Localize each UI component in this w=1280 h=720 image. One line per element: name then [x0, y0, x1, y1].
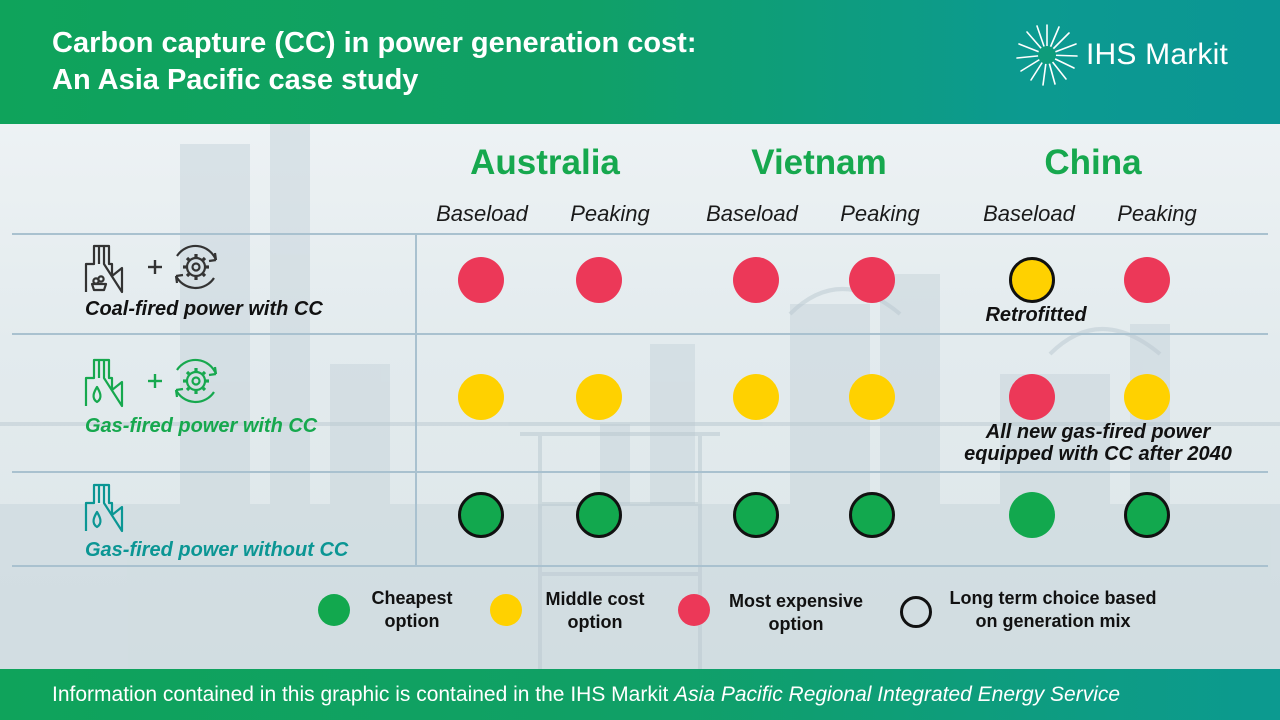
title-line-1: Carbon capture (CC) in power generation … [52, 27, 697, 59]
cost-dot-row1-australia-peaking [576, 257, 622, 303]
footer-band: Information contained in this graphic is… [0, 669, 1280, 720]
legend-label-middle: Middle cost option [545, 589, 645, 632]
col-china-baseload: Baseload [983, 201, 1075, 226]
col-vietnam-peaking: Peaking [840, 201, 920, 226]
cost-dot-row3-china-baseload [1009, 492, 1055, 538]
row-2-icons [84, 358, 218, 408]
cost-dot-row1-vietnam-baseload [733, 257, 779, 303]
row-label-coal-with-cc: Coal-fired power with CC [85, 298, 323, 320]
country-heading-australia: Australia [470, 143, 620, 182]
cost-dot-row2-vietnam-baseload [733, 374, 779, 420]
page-title: Carbon capture (CC) in power generation … [52, 25, 697, 99]
gear-cycle-icon [174, 358, 218, 404]
ray-burst-logo-icon [1016, 24, 1078, 86]
row-divider [12, 565, 1268, 567]
country-heading-vietnam: Vietnam [751, 143, 887, 182]
note-gas-cc-2040: All new gas-fired power equipped with CC… [920, 421, 1276, 465]
cost-dot-row3-china-peaking [1124, 492, 1170, 538]
header-band: Carbon capture (CC) in power generation … [0, 0, 1280, 124]
row-3-icons [84, 483, 124, 533]
cost-dot-row2-china-baseload [1009, 374, 1055, 420]
col-australia-peaking: Peaking [570, 201, 650, 226]
footer-text-plain: Information contained in this graphic is… [52, 683, 675, 706]
coal-plant-icon [84, 244, 124, 294]
row-1-icons [84, 244, 218, 294]
column-divider [415, 234, 417, 565]
gas-plant-icon [84, 358, 124, 408]
company-logo: IHS Markit [1014, 22, 1254, 88]
logo-wordmark: IHS Markit [1086, 38, 1229, 71]
row-label-gas-without-cc: Gas-fired power without CC [85, 539, 349, 561]
cost-dot-row1-china-peaking [1124, 257, 1170, 303]
gear-cycle-icon [174, 244, 218, 290]
cost-dot-row1-china-baseload [1009, 257, 1055, 303]
note-retrofitted: Retrofitted [985, 304, 1087, 326]
row-label-gas-with-cc: Gas-fired power with CC [85, 415, 318, 437]
plus-icon [148, 260, 162, 274]
country-heading-china: China [1044, 143, 1142, 182]
row-divider [12, 333, 1268, 335]
title-line-2: An Asia Pacific case study [52, 64, 419, 96]
col-australia-baseload: Baseload [436, 201, 528, 226]
legend-dot-middle [490, 594, 522, 626]
row-divider [12, 471, 1268, 473]
cost-dot-row3-australia-baseload [458, 492, 504, 538]
legend-dot-cheapest [318, 594, 350, 626]
row-divider [12, 233, 1268, 235]
cost-dot-row1-vietnam-peaking [849, 257, 895, 303]
cost-dot-row2-australia-baseload [458, 374, 504, 420]
cost-dot-row1-australia-baseload [458, 257, 504, 303]
cost-dot-row3-vietnam-peaking [849, 492, 895, 538]
col-vietnam-baseload: Baseload [706, 201, 798, 226]
legend-ring-long-term [900, 596, 932, 628]
legend-dot-expensive [678, 594, 710, 626]
legend-label-cheapest: Cheapest option [371, 588, 453, 631]
footer-source-note: Information contained in this graphic is… [52, 683, 1120, 707]
col-china-peaking: Peaking [1117, 201, 1197, 226]
cost-dot-row3-australia-peaking [576, 492, 622, 538]
legend-label-long-term: Long term choice based on generation mix [949, 588, 1157, 631]
cost-dot-row3-vietnam-baseload [733, 492, 779, 538]
gas-plant-icon [84, 483, 124, 533]
note-gas-cc-line-1: All new gas-fired power [985, 421, 1211, 443]
note-gas-cc-line-2: equipped with CC after 2040 [964, 443, 1232, 465]
cost-dot-row2-china-peaking [1124, 374, 1170, 420]
legend-label-expensive: Most expensive option [728, 591, 864, 634]
cost-dot-row2-australia-peaking [576, 374, 622, 420]
cost-dot-row2-vietnam-peaking [849, 374, 895, 420]
plus-icon [148, 374, 162, 388]
footer-text-italic: Asia Pacific Regional Integrated Energy … [674, 683, 1121, 706]
